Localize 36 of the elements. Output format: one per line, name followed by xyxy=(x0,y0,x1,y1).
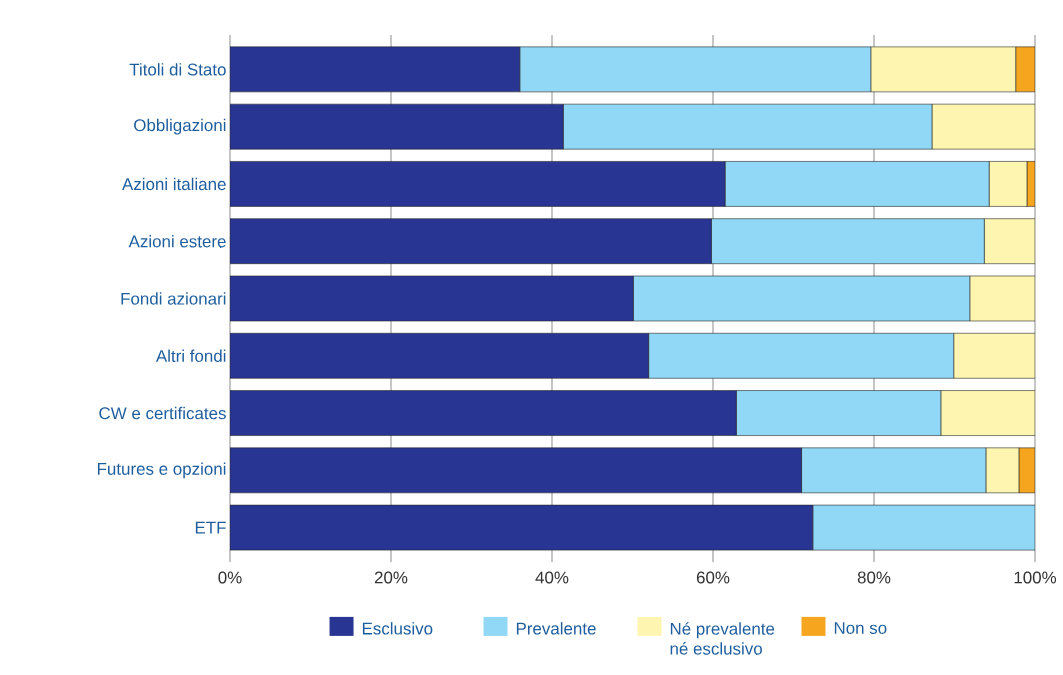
bar xyxy=(969,275,1036,322)
x-tick-label: 40% xyxy=(535,571,569,584)
bar xyxy=(230,390,737,436)
bar xyxy=(230,504,814,551)
bar xyxy=(931,103,1036,150)
y-tick-label: CW e certificates xyxy=(99,406,226,420)
bar xyxy=(230,103,564,150)
legend-label: Non so xyxy=(834,622,887,634)
y-tick-label: Azioni estere xyxy=(128,235,226,248)
y-tick-label: Fondi azionari xyxy=(121,292,226,305)
y-tick-label: Obbligazioni xyxy=(134,118,226,135)
legend-label: Né prevalente né esclusivo xyxy=(670,622,775,655)
bar xyxy=(230,275,634,322)
bar xyxy=(953,332,1036,379)
y-tick-label: Altri fondi xyxy=(155,349,226,362)
y-tick-label: Azioni italiane xyxy=(122,177,226,191)
legend-label: Esclusivo xyxy=(362,622,433,635)
x-tick-label: 0% xyxy=(218,571,242,584)
legend-label: Prevalente xyxy=(516,622,596,635)
y-tick-label: Titoli di Stato xyxy=(129,63,226,76)
bar xyxy=(870,46,1016,93)
bar xyxy=(940,390,1036,436)
bar xyxy=(988,161,1028,207)
bar xyxy=(230,218,712,265)
bar xyxy=(984,218,1036,265)
x-tick-label: 60% xyxy=(696,571,730,584)
x-tick-label: 100% xyxy=(1014,571,1057,584)
bar xyxy=(230,46,521,93)
x-tick-label: 80% xyxy=(857,571,891,584)
x-tick-label: 20% xyxy=(374,571,408,584)
bar xyxy=(230,447,802,494)
bar xyxy=(985,447,1020,494)
bar xyxy=(230,332,649,379)
y-tick-label: Futures e opzioni xyxy=(97,462,226,479)
bar xyxy=(230,161,726,207)
y-tick-label: ETF xyxy=(195,521,226,534)
